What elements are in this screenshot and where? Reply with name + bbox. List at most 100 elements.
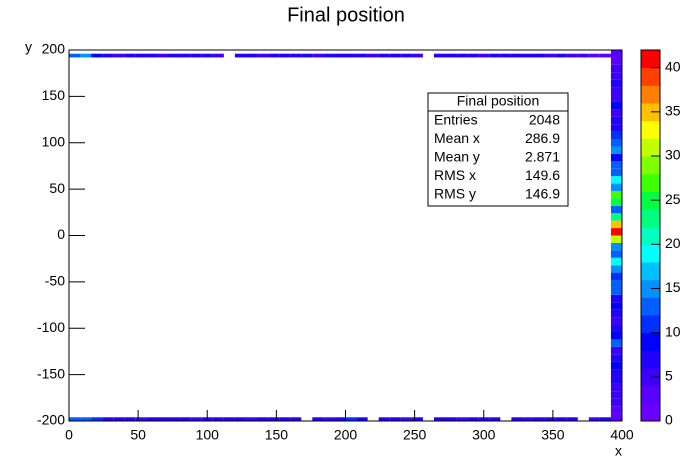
cell (610, 406, 622, 414)
cell (433, 417, 446, 421)
y-tick-label: 0 (57, 226, 65, 242)
cell (610, 257, 622, 266)
x-tick-label: 250 (403, 427, 427, 443)
x-axis-label: x (615, 443, 622, 459)
cell (124, 53, 136, 58)
cell (610, 139, 622, 147)
cell (168, 417, 180, 421)
cell (610, 280, 622, 288)
y-tick-label: 150 (42, 87, 66, 103)
chart-title: Final position (287, 4, 405, 26)
cell (279, 417, 291, 421)
cell (157, 417, 169, 421)
cell (610, 398, 622, 407)
cell (610, 413, 622, 421)
cell (610, 50, 622, 58)
cell (312, 417, 324, 421)
cell (356, 53, 368, 58)
cell (467, 53, 479, 58)
color-band (641, 262, 660, 281)
cell (588, 417, 600, 421)
stats-label: Mean x (434, 130, 480, 146)
z-tick-label: 40 (665, 58, 681, 74)
stats-label: Entries (434, 112, 478, 128)
stats-label: RMS x (434, 167, 476, 183)
cell (533, 417, 545, 421)
x-tick-label: 50 (130, 427, 146, 443)
stats-box (427, 92, 569, 207)
cell (610, 272, 622, 281)
cell (500, 53, 512, 58)
cell (135, 417, 147, 421)
cell (400, 53, 412, 58)
cell (190, 417, 202, 421)
cell (610, 339, 622, 347)
color-band (641, 403, 660, 422)
color-band (641, 368, 660, 387)
cell (201, 53, 213, 58)
color-band (641, 120, 660, 139)
cell (334, 53, 346, 58)
cell (610, 146, 622, 154)
cell (478, 53, 490, 58)
cell (80, 53, 92, 58)
cell (610, 198, 622, 206)
y-tick-label: 100 (42, 133, 66, 149)
cell (91, 417, 103, 421)
cell (301, 53, 313, 58)
cell (124, 417, 136, 421)
cell (290, 53, 302, 58)
cell (102, 417, 114, 421)
cell (555, 417, 567, 421)
cell (610, 369, 622, 377)
cell (179, 417, 191, 421)
x-tick-label: 200 (334, 427, 358, 443)
cell (190, 53, 202, 58)
cell (610, 391, 622, 399)
color-bar-frame (640, 49, 661, 422)
color-band (641, 138, 660, 157)
cell (378, 417, 390, 421)
cell (610, 161, 622, 169)
cell (456, 53, 468, 58)
cell (113, 417, 125, 421)
y-tick-label: -200 (37, 412, 65, 428)
cell (610, 235, 622, 243)
x-tick-label: 150 (265, 427, 289, 443)
cell (610, 176, 622, 184)
cell (610, 205, 622, 214)
z-tick-label: 5 (665, 368, 673, 384)
cell (610, 153, 622, 162)
cell (610, 79, 622, 88)
cell (356, 417, 368, 421)
color-band (641, 67, 660, 86)
cell (610, 94, 622, 102)
cell (389, 53, 401, 58)
cell (433, 53, 446, 58)
cell (279, 53, 291, 58)
stats-label: RMS y (434, 186, 476, 202)
cell (467, 417, 479, 421)
cell (610, 168, 622, 177)
cell (610, 383, 622, 392)
cell (599, 53, 611, 58)
cell (610, 376, 622, 384)
color-band (641, 50, 660, 69)
cell (223, 417, 235, 421)
cell (610, 324, 622, 332)
cell (522, 417, 534, 421)
cell (245, 417, 258, 421)
cell (312, 53, 324, 58)
cell (511, 417, 523, 421)
cell (533, 53, 545, 58)
stats-value: 2048 (529, 112, 560, 128)
cell (577, 53, 589, 58)
cell (610, 302, 622, 310)
cell (445, 417, 457, 421)
cell (555, 53, 567, 58)
cell (290, 417, 302, 421)
cell (268, 53, 280, 58)
cell (610, 190, 622, 199)
cell (80, 417, 92, 421)
